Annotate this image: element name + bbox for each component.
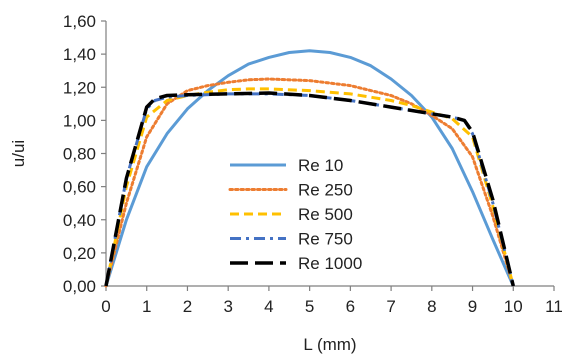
y-tick-label: 0,00 [63,277,96,296]
series-layer [104,49,516,288]
x-tick-label: 9 [468,297,477,316]
series-line-4 [104,91,516,287]
x-tick-label: 7 [386,297,395,316]
y-tick-label: 0,40 [63,211,96,230]
series-line-0 [104,49,515,287]
x-tick-label: 5 [305,297,314,316]
x-tick-label: 3 [223,297,232,316]
y-tick-label: 1,40 [63,45,96,64]
x-tick-label: 2 [183,297,192,316]
legend: Re 10 Re 250 Re 500 Re 750 Re 1000 [228,156,362,273]
legend-label-1: Re 250 [298,181,353,200]
y-tick-label: 1,20 [63,78,96,97]
y-tick-label: 1,60 [63,12,96,31]
x-tick-label: 10 [504,297,523,316]
x-tick-label: 1 [142,297,151,316]
legend-label-3: Re 750 [298,230,353,249]
x-tick-label: 6 [346,297,355,316]
x-tick-label: 4 [264,297,273,316]
y-tick-label: 0,60 [63,178,96,197]
x-axis-label: L (mm) [303,335,356,354]
x-tick-label: 11 [545,297,563,316]
series-line-2 [104,87,515,287]
axes: 0,00 0,20 0,40 0,60 0,80 1,00 1,20 1,40 1,60 0 1 2 3… [63,12,563,316]
series-line-1 [104,77,515,288]
legend-label-4: Re 1000 [298,254,362,273]
y-tick-label: 0,20 [63,244,96,263]
y-tick-label: 1,00 [63,111,96,130]
y-axis-label: u/ui [9,140,28,167]
x-tick-label: 0 [101,297,110,316]
legend-label-2: Re 500 [298,205,353,224]
x-tick-label: 8 [427,297,436,316]
y-tick-label: 0,80 [63,145,96,164]
legend-label-0: Re 10 [298,156,343,175]
